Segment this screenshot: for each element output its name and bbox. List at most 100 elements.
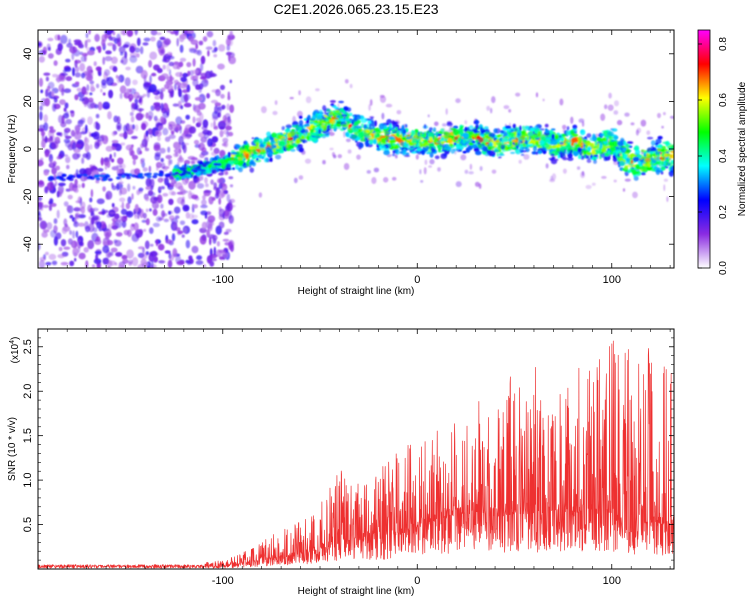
spectrogram-cell xyxy=(650,140,656,146)
snr-data xyxy=(38,340,674,569)
spectrogram-cell xyxy=(567,157,574,161)
snr-multiplier: (x104) xyxy=(9,337,21,364)
spectrogram-cell xyxy=(334,109,340,113)
spectrogram-cell xyxy=(519,134,526,141)
spectrogram-cell xyxy=(57,254,65,259)
spectrogram-cell xyxy=(404,154,411,158)
spectrogram-cell xyxy=(617,140,624,147)
spectrogram-cell xyxy=(578,154,581,160)
spectrogram-cell xyxy=(57,34,61,41)
spectrogram-cell xyxy=(202,119,209,128)
spectrogram-cell xyxy=(62,154,68,157)
spectrogram-cell xyxy=(525,126,530,131)
spectrogram-cell xyxy=(129,97,132,102)
spectrogram-cell xyxy=(372,138,377,145)
spectrogram-cell xyxy=(126,30,134,37)
spectrogram-cell xyxy=(115,176,121,180)
spectrogram-cell xyxy=(118,46,126,54)
spectrogram-cell xyxy=(298,90,301,96)
spectrogram-cell xyxy=(571,137,578,143)
spectrogram-cell xyxy=(43,122,49,132)
spectrogram-cell xyxy=(65,76,73,82)
spectrogram-cell xyxy=(73,188,79,193)
spectrogram-cell xyxy=(348,124,353,128)
spectrogram-cell xyxy=(112,43,117,51)
spectrogram-cell xyxy=(73,206,81,212)
spectrogram-cell xyxy=(468,125,474,130)
spectrogram-cell xyxy=(437,167,441,172)
spectrogram-cell xyxy=(183,205,189,211)
spectrogram-cell xyxy=(462,150,467,154)
spectrogram-cell xyxy=(97,101,103,111)
spectrogram-cell xyxy=(347,149,352,154)
spectrogram-cell xyxy=(450,127,457,131)
spectrogram-cell xyxy=(258,192,263,198)
spectrogram-xlabel: Height of straight line (km) xyxy=(298,286,415,297)
spectrogram-cell xyxy=(111,203,115,208)
spectrogram-cell xyxy=(391,120,395,126)
spectrogram-cell xyxy=(614,100,619,107)
spectrogram-cell xyxy=(528,141,533,145)
spectrogram-cell xyxy=(88,216,92,221)
spectrogram-cell xyxy=(63,201,69,207)
spectrogram-cell xyxy=(188,35,194,42)
spectrogram-cell xyxy=(154,204,160,209)
spectrogram-cell xyxy=(606,145,611,149)
spectrogram-cell xyxy=(134,30,138,36)
spectrogram-cell xyxy=(105,145,114,152)
spectrogram-cell xyxy=(81,182,85,189)
snr-ylabel: SNR (10 * v/v) xyxy=(7,417,18,481)
spectrogram-cell xyxy=(227,131,234,137)
spectrogram-cell xyxy=(518,159,522,164)
spectrogram-cell xyxy=(359,125,362,129)
spectrogram-cell xyxy=(94,250,102,255)
spectrogram-cell xyxy=(116,116,121,125)
spectrogram-cell xyxy=(40,89,44,94)
spectrogram-cell xyxy=(44,97,50,107)
spectrogram-cell xyxy=(174,171,180,175)
spectrogram-cell xyxy=(153,256,158,262)
spectrogram-cell xyxy=(51,141,59,150)
spectrogram-cell xyxy=(566,130,570,136)
spectrogram-cell xyxy=(49,136,53,141)
spectrogram-cell xyxy=(151,260,154,268)
spectrogram-cell xyxy=(66,42,73,48)
spectrogram-cell xyxy=(392,124,396,129)
spectrogram-cell xyxy=(419,169,422,175)
spectrogram-cell xyxy=(663,160,667,167)
spectrogram-cell xyxy=(444,135,449,140)
spectrogram-blobs xyxy=(38,30,674,268)
spectrogram-cell xyxy=(162,64,166,70)
spectrogram-cell xyxy=(640,149,646,153)
spectrogram-cell xyxy=(137,263,145,268)
spectrogram-cell xyxy=(186,174,192,179)
spectrogram-cell xyxy=(130,223,135,231)
spectrogram-cell xyxy=(484,131,489,136)
spectrogram-cell xyxy=(188,213,195,220)
spectrogram-cell xyxy=(557,154,561,159)
spectrogram-cell xyxy=(322,125,327,132)
spectrogram-cell xyxy=(227,91,230,99)
spectrogram-cell xyxy=(445,108,448,115)
spectrogram-cell xyxy=(345,131,350,137)
spectrogram-cell xyxy=(155,106,161,112)
spectrogram-cell xyxy=(104,165,108,170)
spectrogram-cell xyxy=(215,88,221,97)
spectrogram-cell xyxy=(124,77,131,87)
spectrogram-cell xyxy=(612,156,618,162)
spectrogram-cell xyxy=(593,146,599,149)
spectrogram-cell xyxy=(132,159,136,166)
spectrogram-cell xyxy=(229,79,232,84)
spectrogram-cell xyxy=(168,69,172,77)
spectrogram-cell xyxy=(399,134,403,139)
spectrogram-cell xyxy=(165,174,170,178)
spectrogram-cell xyxy=(67,194,73,200)
spectrogram-cell xyxy=(182,89,189,94)
spectrogram-cell xyxy=(145,196,150,202)
spectrogram-cell xyxy=(318,120,323,126)
spectrogram-cell xyxy=(503,105,510,110)
spectrogram-cell xyxy=(96,221,102,229)
spectrogram-cell xyxy=(95,179,100,184)
spectrogram-cell xyxy=(132,79,138,86)
spectrogram-cell xyxy=(142,42,149,46)
